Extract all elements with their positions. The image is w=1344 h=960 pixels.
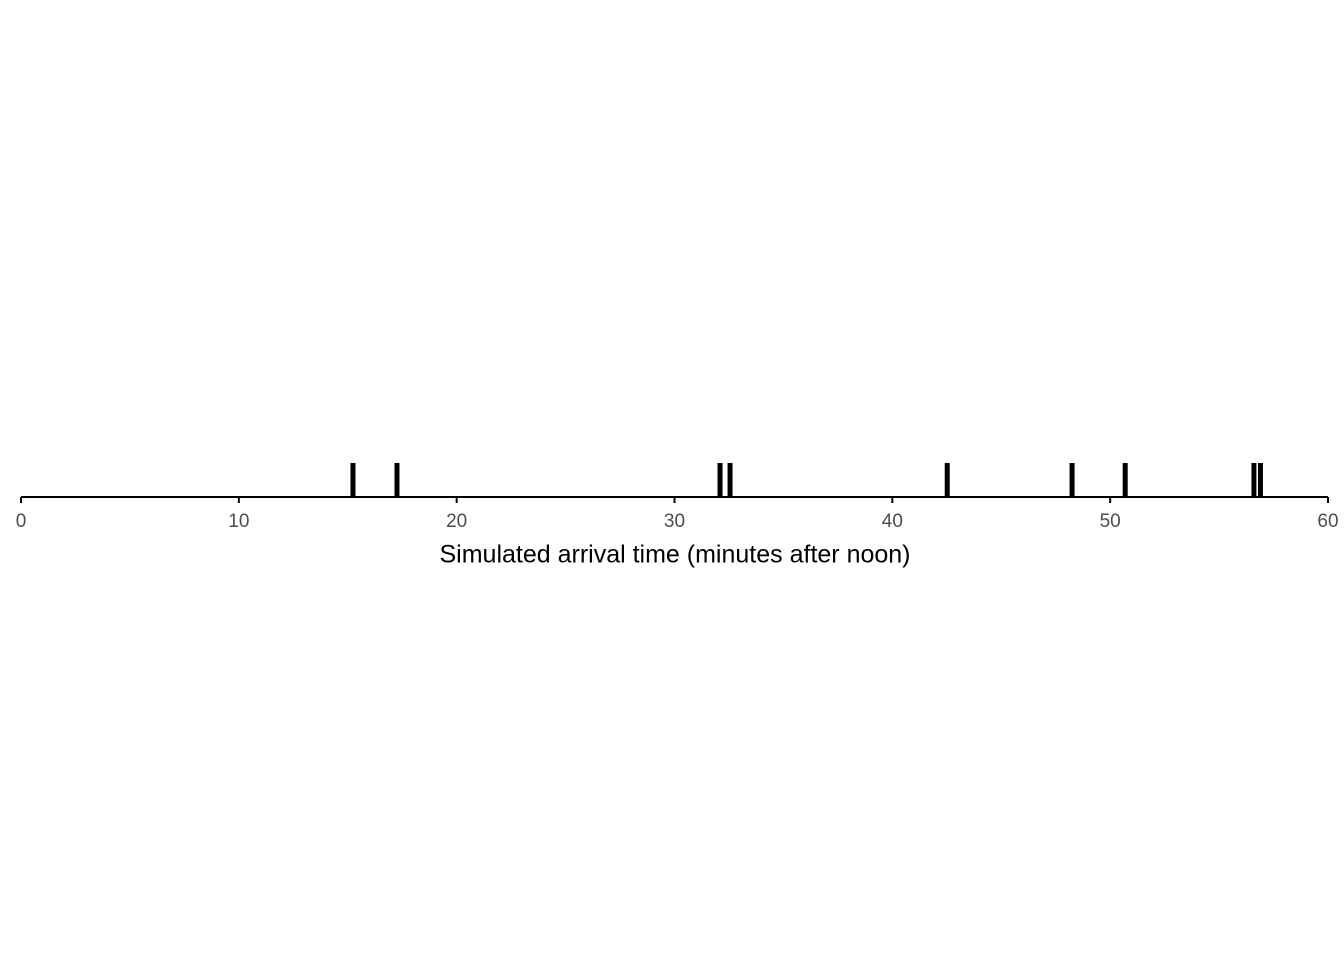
x-tick-label: 30 <box>664 511 685 532</box>
x-tick-label: 0 <box>16 511 27 532</box>
x-tick-label: 60 <box>1317 511 1338 532</box>
x-axis-title: Simulated arrival time (minutes after no… <box>439 541 910 569</box>
x-tick-label: 20 <box>446 511 467 532</box>
x-tick-label: 40 <box>882 511 903 532</box>
x-tick-label: 50 <box>1100 511 1121 532</box>
x-tick-label: 10 <box>228 511 249 532</box>
